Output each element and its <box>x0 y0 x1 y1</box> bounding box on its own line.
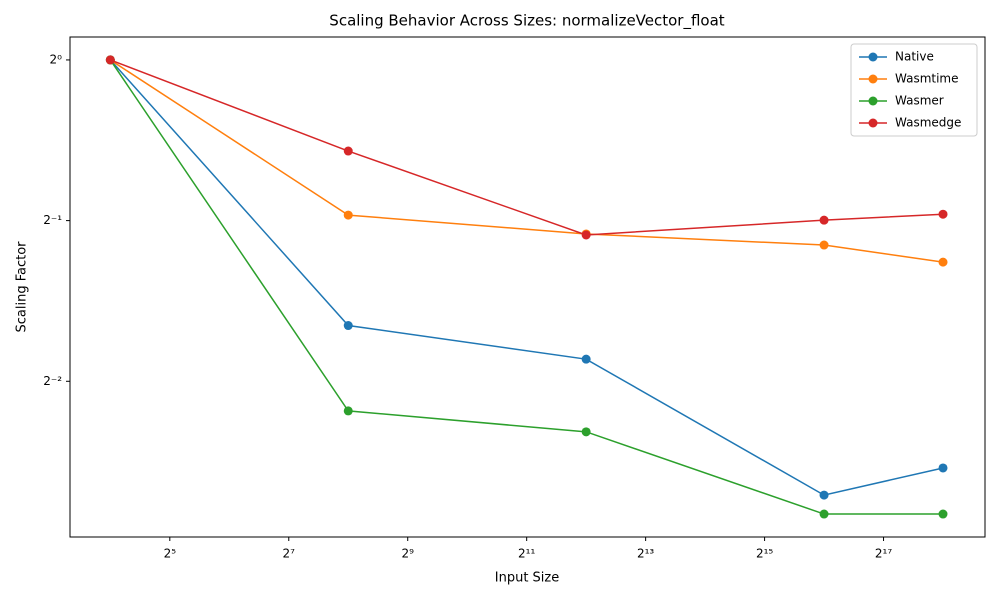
data-point <box>105 55 115 65</box>
y-tick-label: 2⁰ <box>50 52 63 66</box>
x-tick-label: 2¹⁵ <box>756 547 773 561</box>
data-point <box>938 463 948 473</box>
legend-label: Wasmedge <box>895 116 961 130</box>
data-point <box>938 257 948 267</box>
x-tick-label: 2⁹ <box>401 547 414 561</box>
data-point <box>343 210 353 220</box>
data-point <box>581 230 591 240</box>
plot-frame <box>69 36 986 538</box>
legend-label: Wasmer <box>895 94 944 108</box>
y-axis-label: Scaling Factor <box>15 241 30 333</box>
legend-marker <box>868 96 878 106</box>
x-tick-label: 2⁵ <box>164 547 177 561</box>
data-point <box>938 209 948 219</box>
legend-label: Native <box>895 50 934 64</box>
legend-marker <box>868 118 878 128</box>
data-point <box>819 215 829 225</box>
legend-marker <box>868 74 878 84</box>
data-point <box>819 240 829 250</box>
y-tick-label: 2⁻¹ <box>43 213 62 227</box>
legend-marker <box>868 52 878 62</box>
x-tick-label: 2¹⁷ <box>875 547 892 561</box>
data-point <box>819 490 829 500</box>
x-tick-label: 2⁷ <box>283 547 296 561</box>
x-tick-label: 2¹³ <box>637 547 654 561</box>
data-point <box>343 321 353 331</box>
data-point <box>581 354 591 364</box>
data-point <box>938 509 948 519</box>
x-axis-label: Input Size <box>495 571 559 586</box>
data-point <box>581 427 591 437</box>
legend-label: Wasmtime <box>895 72 959 86</box>
chart-title: Scaling Behavior Across Sizes: normalize… <box>329 12 724 31</box>
data-point <box>819 509 829 519</box>
x-tick-label: 2¹¹ <box>518 547 535 561</box>
data-point <box>343 406 353 416</box>
data-point <box>343 146 353 156</box>
y-tick-label: 2⁻² <box>43 374 62 388</box>
legend-box <box>850 43 978 137</box>
